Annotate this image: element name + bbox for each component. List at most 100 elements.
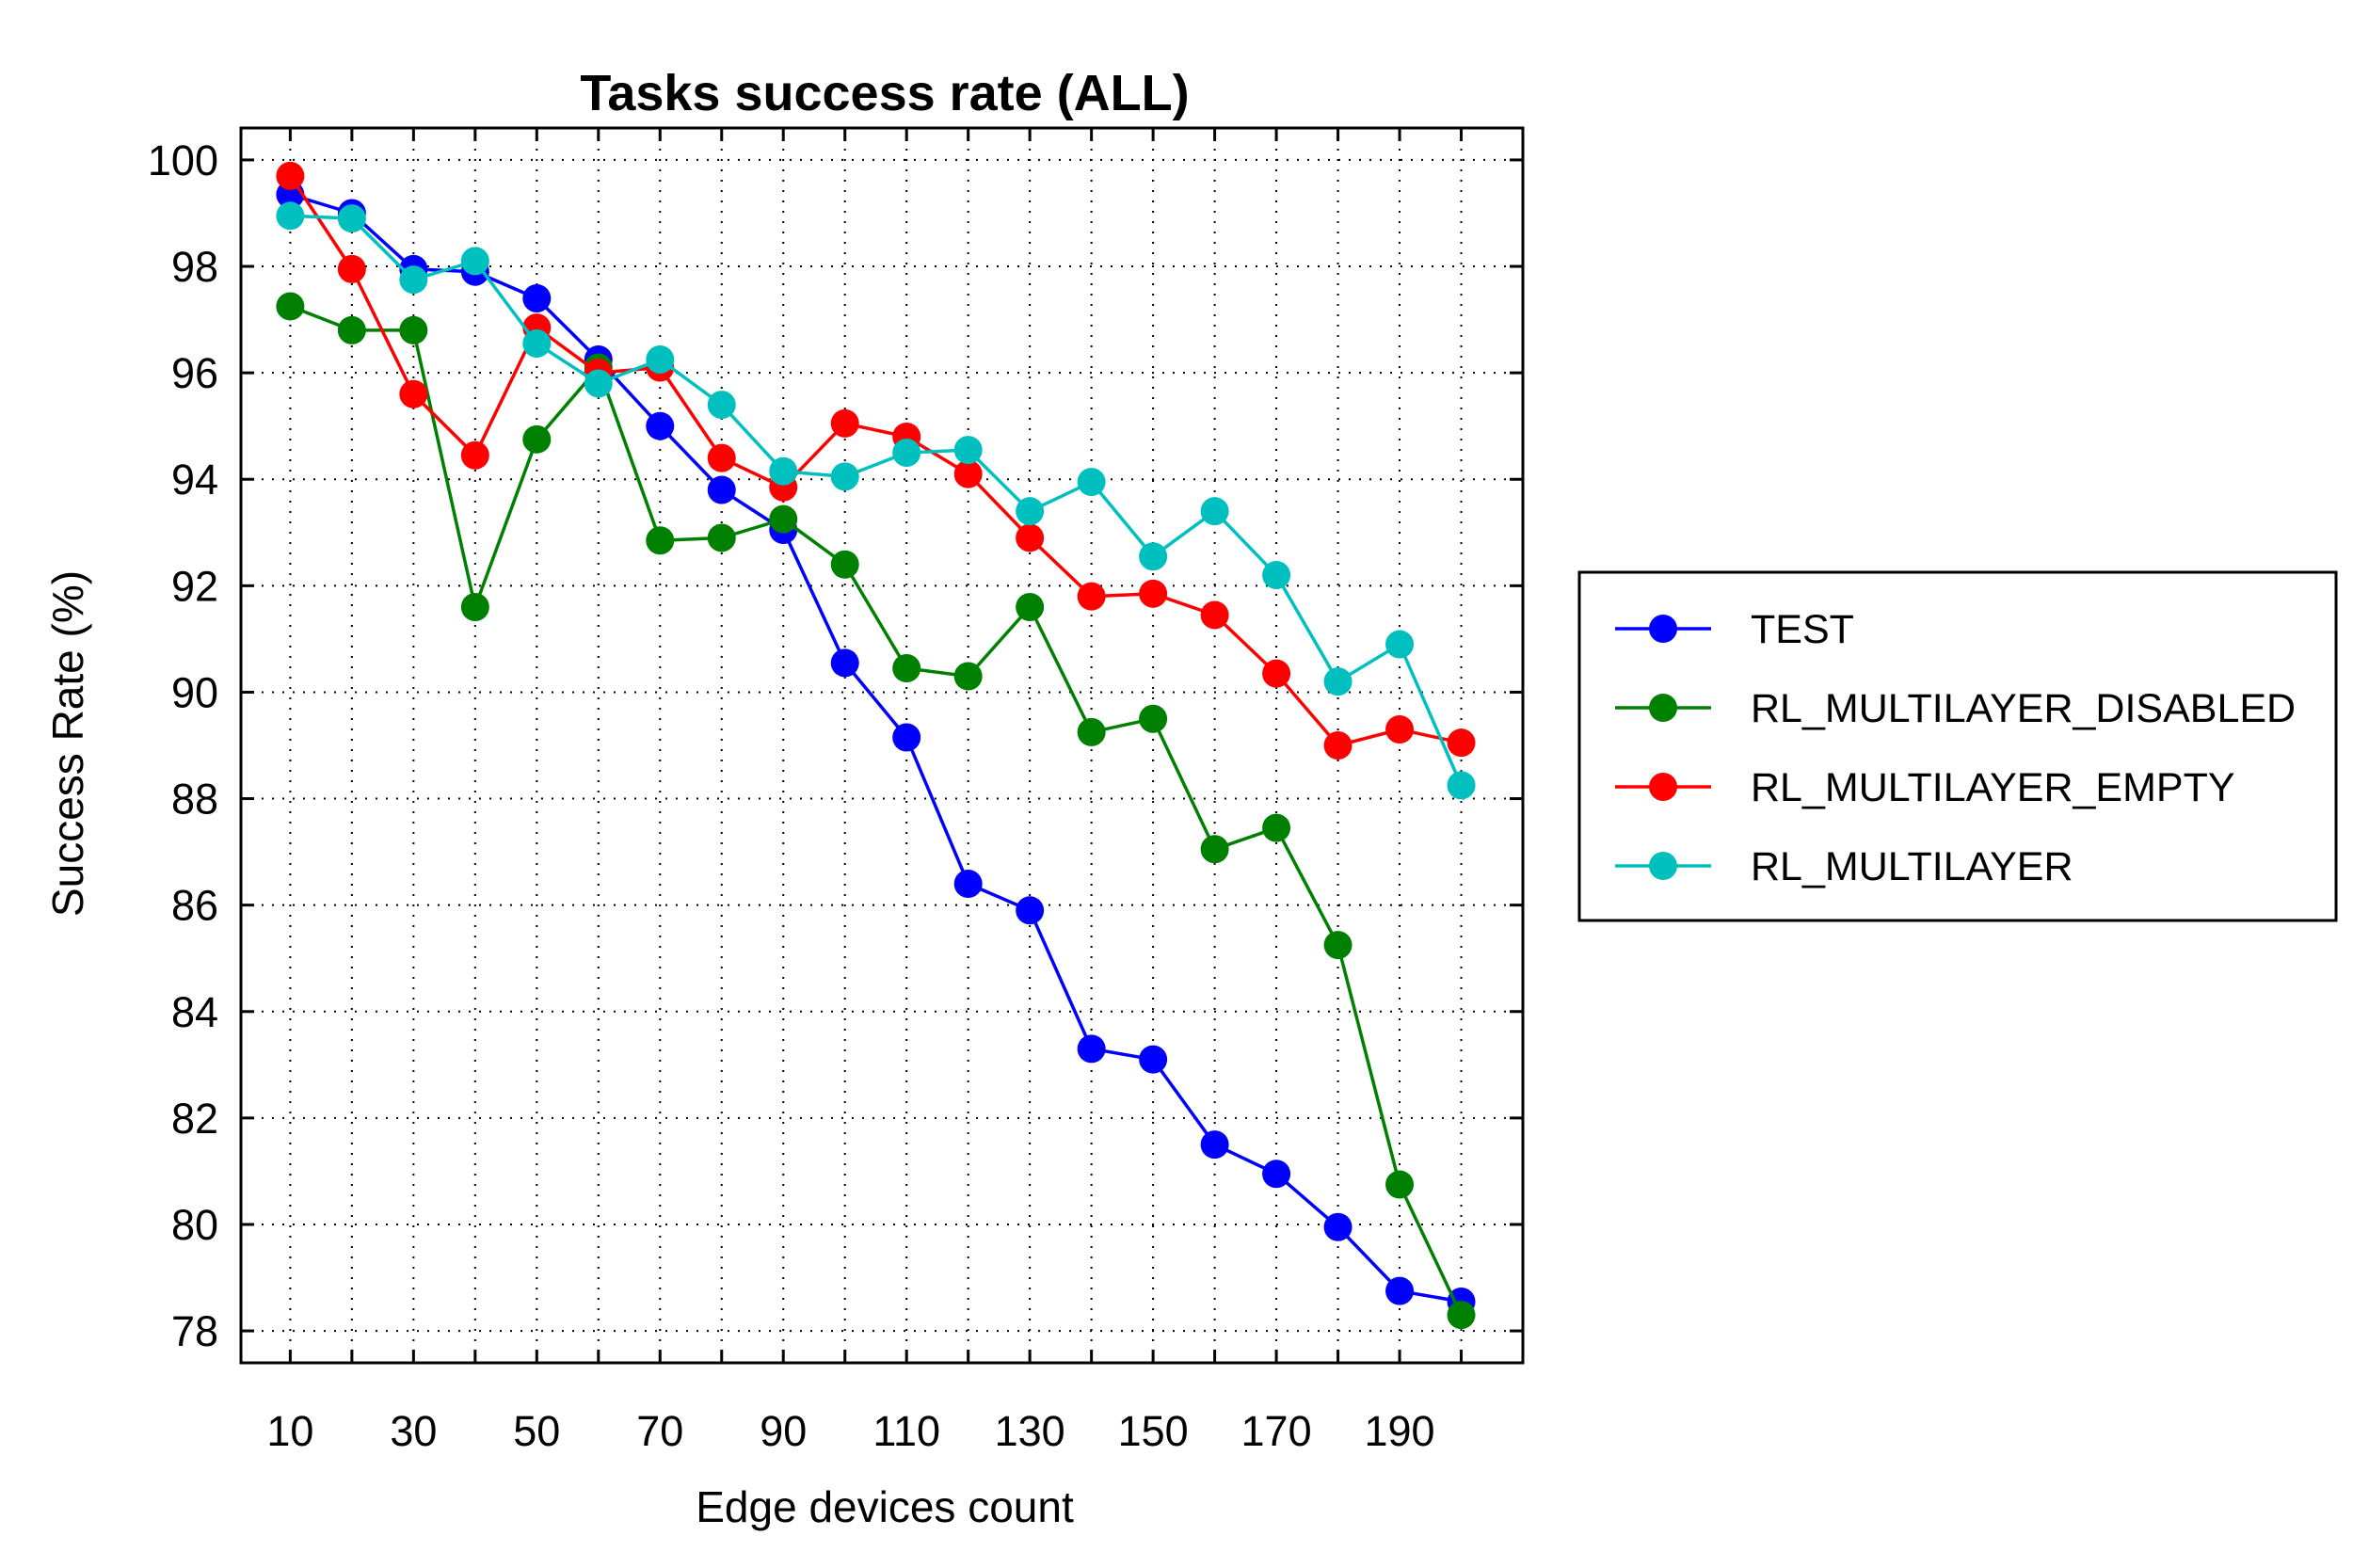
data-point — [1323, 1212, 1353, 1241]
data-point — [1262, 659, 1291, 688]
series-1 — [276, 292, 1476, 1330]
legend-marker — [1649, 615, 1677, 643]
data-point — [953, 870, 983, 899]
data-point — [892, 723, 921, 752]
data-point — [830, 550, 859, 579]
data-point — [646, 411, 675, 440]
x-tick-label: 90 — [760, 1407, 807, 1455]
legend-label: RL_MULTILAYER_DISABLED — [1751, 686, 2296, 731]
data-point — [892, 438, 921, 467]
legend-item: TEST — [1615, 607, 1854, 652]
y-tick-label: 86 — [171, 882, 218, 930]
data-point — [953, 459, 983, 488]
data-point — [892, 654, 921, 682]
data-point — [1139, 579, 1168, 608]
series-line — [288, 174, 1462, 747]
data-point — [1200, 835, 1229, 864]
y-tick-label: 96 — [171, 349, 218, 397]
data-point — [276, 161, 305, 190]
data-point — [769, 504, 798, 534]
y-tick-label: 78 — [171, 1307, 218, 1355]
data-point — [1385, 630, 1415, 659]
data-point — [337, 254, 366, 283]
data-point — [1385, 1276, 1415, 1305]
data-point — [1200, 600, 1229, 630]
legend-item: RL_MULTILAYER_EMPTY — [1615, 765, 2235, 810]
data-point — [460, 592, 489, 621]
data-point — [830, 462, 859, 491]
data-series — [276, 161, 1476, 1330]
data-point — [830, 648, 859, 678]
data-point — [399, 379, 428, 408]
data-point — [276, 292, 305, 321]
legend-item: RL_MULTILAYER — [1615, 844, 2073, 889]
series-3 — [276, 201, 1476, 800]
data-point — [1447, 728, 1476, 758]
x-tick-label: 170 — [1241, 1407, 1312, 1455]
grid-lines — [241, 128, 1523, 1363]
data-point — [646, 526, 675, 555]
data-point — [1016, 497, 1045, 526]
x-tick-label: 10 — [266, 1407, 313, 1455]
y-tick-label: 90 — [171, 668, 218, 716]
x-tick-label: 30 — [390, 1407, 437, 1455]
data-point — [1262, 813, 1291, 842]
data-point — [1139, 1045, 1168, 1074]
data-point — [1139, 542, 1168, 571]
data-point — [522, 424, 552, 454]
data-point — [707, 443, 736, 472]
y-tick-label: 98 — [171, 243, 218, 291]
data-point — [337, 315, 366, 344]
legend-marker — [1649, 852, 1677, 880]
data-point — [769, 456, 798, 486]
data-point — [1016, 523, 1045, 552]
x-axis-title: Edge devices count — [696, 1482, 1074, 1531]
data-point — [1016, 896, 1045, 925]
data-point — [1323, 731, 1353, 760]
x-tick-label: 110 — [872, 1407, 940, 1455]
y-axis-title: Success Rate (%) — [43, 570, 92, 917]
x-tick-label: 50 — [513, 1407, 560, 1455]
data-point — [399, 265, 428, 295]
data-point — [1077, 717, 1106, 746]
plot-area-frame — [239, 126, 1525, 1365]
data-point — [1262, 1160, 1291, 1189]
data-point — [460, 247, 489, 276]
data-point — [584, 369, 613, 398]
data-point — [276, 201, 305, 231]
x-tick-labels: 10 30 50 70 90 110 130 150 170 190 — [266, 1407, 1434, 1455]
legend-label: RL_MULTILAYER_EMPTY — [1751, 765, 2235, 810]
data-point — [646, 345, 675, 374]
data-point — [707, 391, 736, 420]
y-tick-label: 88 — [171, 776, 218, 824]
data-point — [460, 440, 489, 470]
data-point — [1385, 715, 1415, 744]
data-point — [337, 204, 366, 233]
legend-items: TEST RL_MULTILAYER_DISABLED RL_MULTILAYER_… — [1615, 607, 2296, 889]
y-tick-label: 80 — [171, 1201, 218, 1249]
data-point — [522, 283, 552, 312]
data-point — [1077, 468, 1106, 497]
y-tick-label: 100 — [148, 136, 218, 184]
legend-label: TEST — [1751, 607, 1854, 652]
data-point — [1323, 667, 1353, 696]
legend-item: RL_MULTILAYER_DISABLED — [1615, 686, 2296, 731]
legend: TEST RL_MULTILAYER_DISABLED RL_MULTILAYER_… — [1577, 570, 2338, 922]
data-point — [1077, 1034, 1106, 1064]
y-tick-label: 92 — [171, 562, 218, 610]
data-point — [1077, 582, 1106, 611]
y-tick-label: 84 — [171, 988, 218, 1036]
data-point — [953, 662, 983, 691]
data-point — [1385, 1170, 1415, 1199]
data-point — [1262, 561, 1291, 590]
data-point — [1139, 704, 1168, 733]
data-point — [1447, 771, 1476, 800]
data-point — [830, 408, 859, 438]
y-tick-labels: 78 80 82 84 86 88 90 92 94 96 98 100 — [148, 136, 218, 1355]
x-tick-label: 70 — [636, 1407, 683, 1455]
data-point — [1200, 1130, 1229, 1160]
y-tick-label: 82 — [171, 1095, 218, 1143]
series-2 — [276, 161, 1476, 760]
x-tick-label: 130 — [995, 1407, 1065, 1455]
data-point — [522, 329, 552, 359]
